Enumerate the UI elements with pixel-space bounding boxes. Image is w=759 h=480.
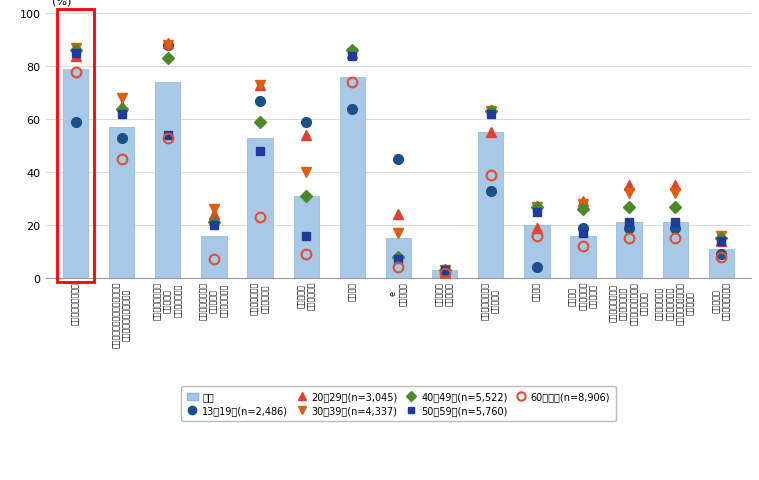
Bar bbox=[58, 11, 94, 282]
Bar bbox=[247, 139, 272, 278]
Legend: 全体, 13～19歳(n=2,486), 20～29歳(n=3,045), 30～39歳(n=4,337), 40～49歳(n=5,522), 50～59歳(n: 全体, 13～19歳(n=2,486), 20～29歳(n=3,045), 30… bbox=[181, 386, 616, 421]
Bar bbox=[109, 128, 134, 278]
Bar bbox=[709, 250, 734, 278]
Bar bbox=[386, 239, 411, 278]
Bar bbox=[340, 78, 365, 278]
Bar bbox=[155, 83, 181, 278]
Bar bbox=[616, 223, 642, 278]
Bar bbox=[524, 226, 550, 278]
Bar bbox=[63, 70, 88, 278]
Bar bbox=[432, 271, 458, 278]
Bar bbox=[478, 133, 503, 278]
Text: (%): (%) bbox=[52, 0, 72, 7]
Bar bbox=[663, 223, 688, 278]
Bar bbox=[201, 236, 227, 278]
Bar bbox=[570, 236, 596, 278]
Bar bbox=[294, 197, 319, 278]
